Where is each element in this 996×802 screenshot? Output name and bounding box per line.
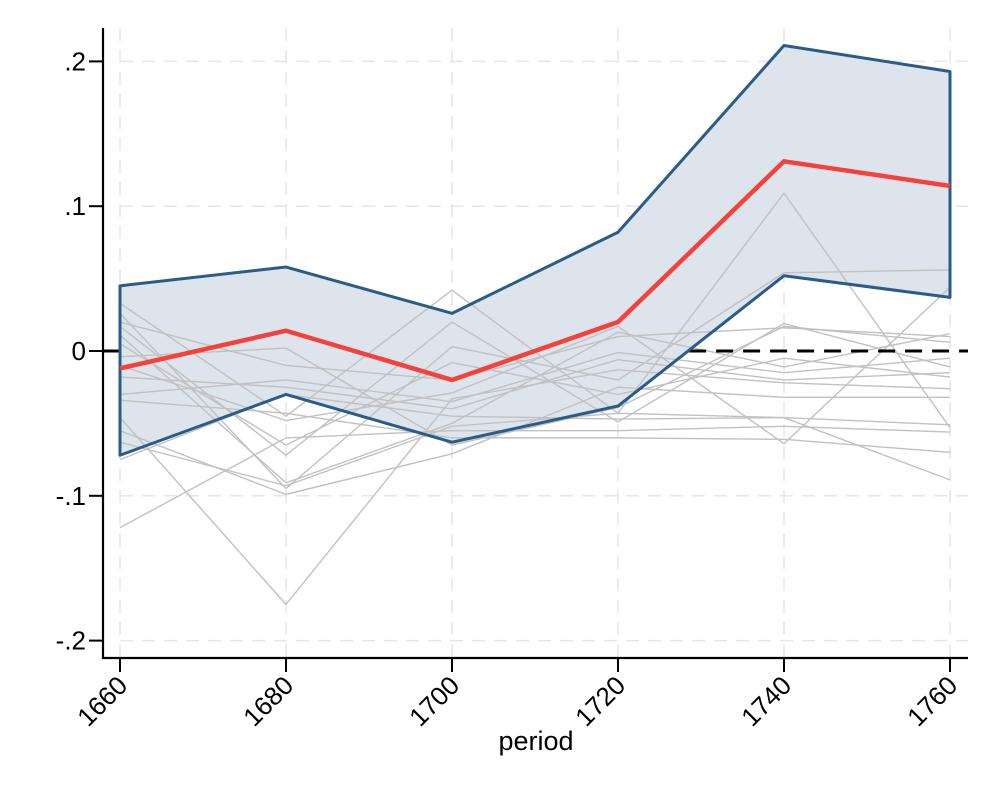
axes-layer — [89, 28, 968, 672]
x-tick-label: 1760 — [901, 670, 963, 732]
x-tick-label: 1740 — [735, 670, 797, 732]
y-tick-label: .1 — [64, 191, 86, 221]
confidence-band-fill — [120, 45, 950, 456]
placebo-line — [119, 351, 951, 403]
placebo-line — [119, 321, 951, 457]
placebo-line — [119, 425, 951, 529]
placebo-line — [119, 399, 951, 454]
x-tick-label: 1660 — [71, 670, 133, 732]
y-tick-label: -.2 — [56, 626, 86, 656]
x-tick-label: 1680 — [237, 670, 299, 732]
x-tick-label: 1700 — [403, 670, 465, 732]
x-tick-label: 1720 — [569, 670, 631, 732]
confidence-band-outline — [118, 43, 952, 457]
y-tick-label: .2 — [64, 46, 86, 76]
placebo-line — [119, 358, 951, 410]
confidence-band-fill-layer — [120, 45, 950, 456]
placebo-line — [119, 412, 951, 487]
x-axis-title: period — [498, 726, 573, 756]
placebo-line — [119, 269, 951, 490]
placebo-line — [119, 343, 951, 446]
estimate-line-layer — [119, 159, 951, 383]
axis-labels-layer: period .2 .1 0 -.1 -.2 1660 1680 1700 1720 1740 17… — [56, 46, 964, 756]
y-tick-label: 0 — [72, 336, 86, 366]
y-tick-label: -.1 — [56, 481, 86, 511]
placebo-lines-layer — [119, 191, 951, 606]
estimate-line — [119, 159, 951, 383]
confidence-band-outline-layer — [118, 43, 952, 457]
placebo-line — [119, 321, 951, 381]
placebo-line — [119, 386, 950, 496]
